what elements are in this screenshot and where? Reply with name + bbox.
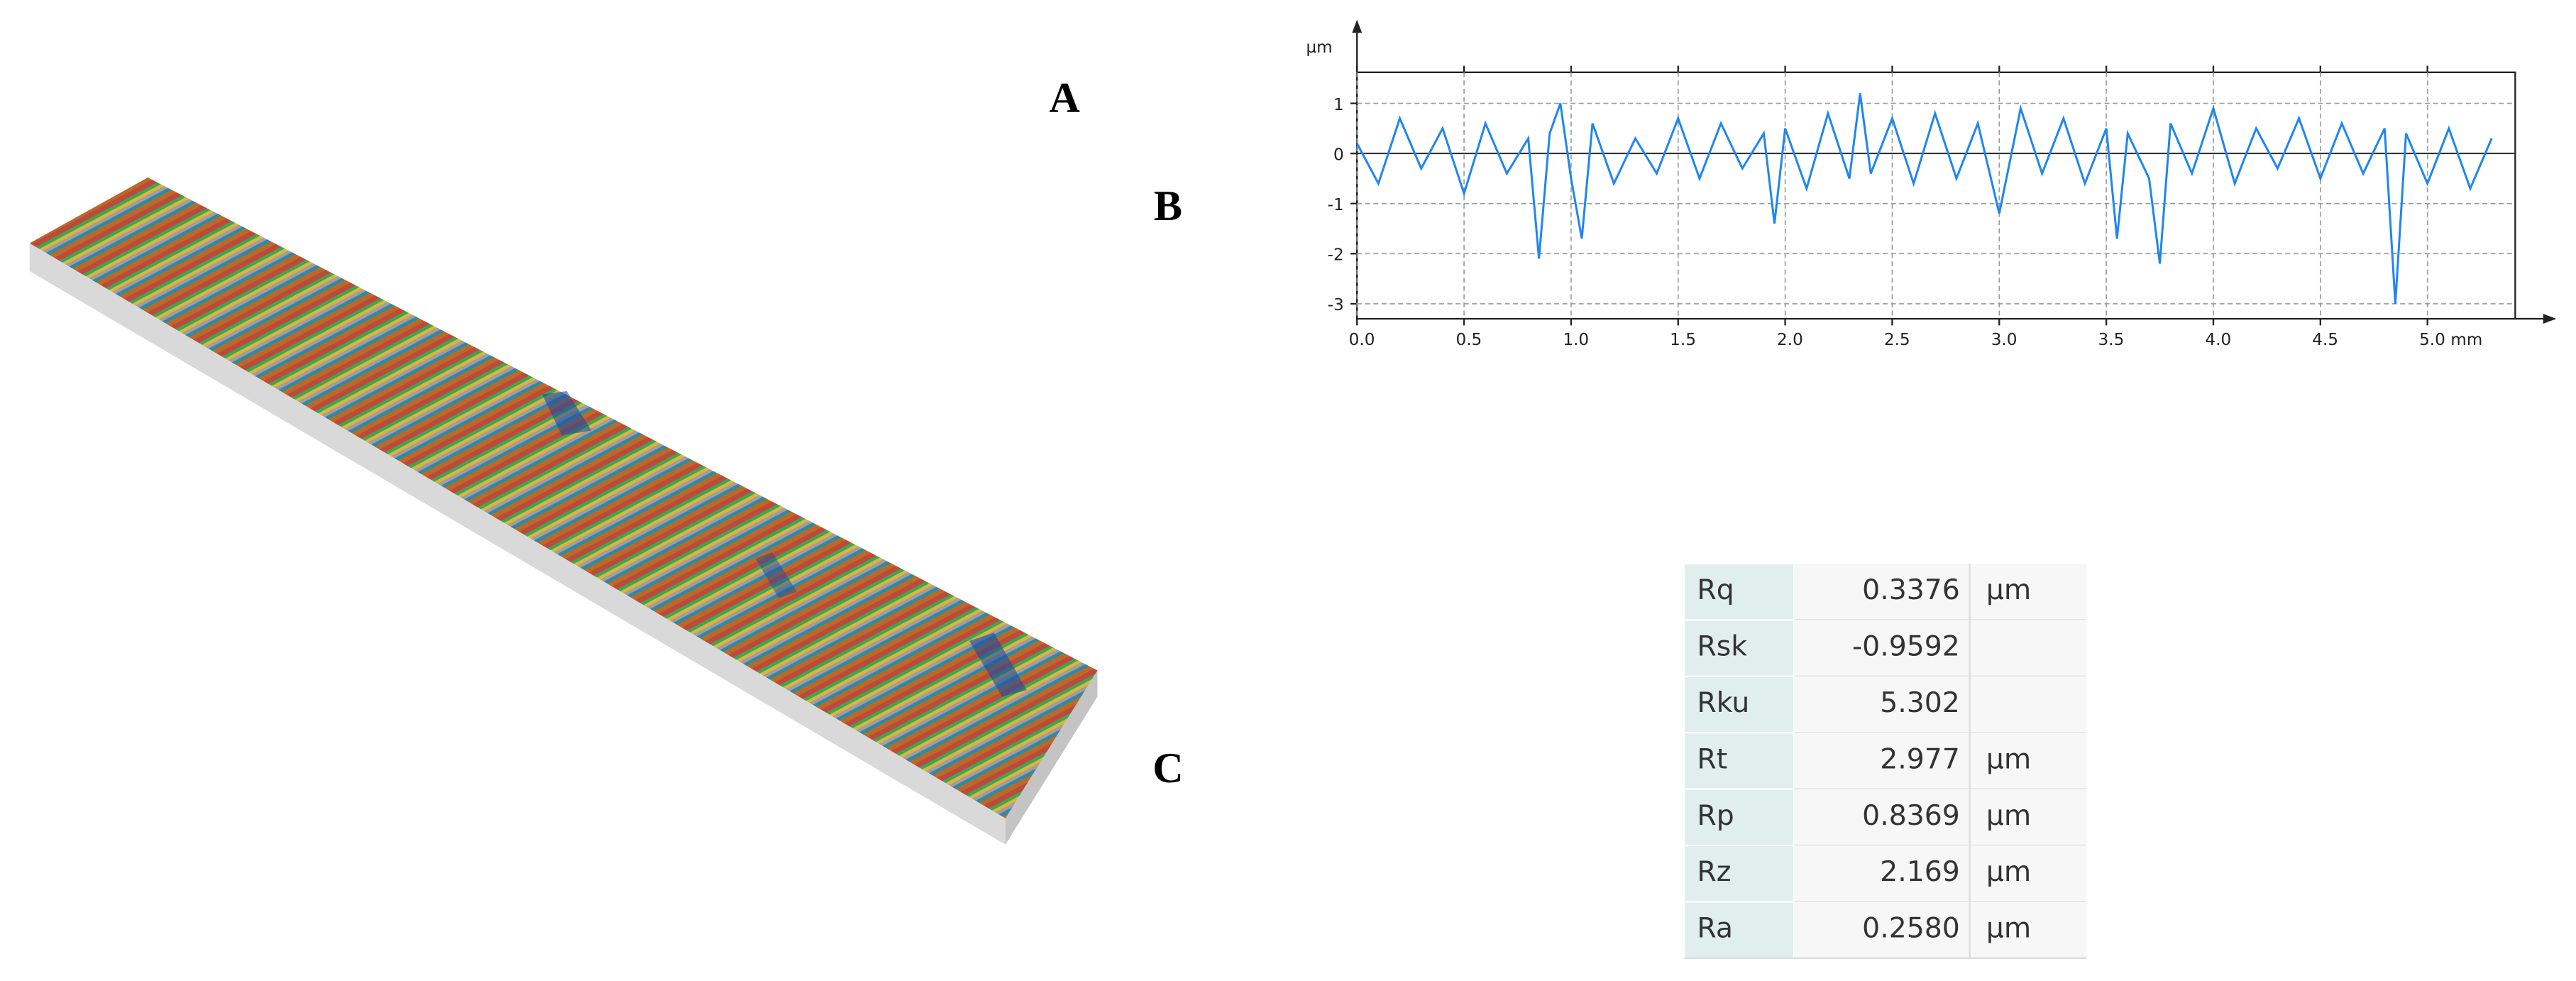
y-tick-label: -2 [1328, 246, 1344, 265]
param-value: 0.2580 [1862, 912, 1960, 945]
value-cell [1794, 620, 2087, 676]
x-tick-label: 4.0 [2205, 331, 2231, 349]
x-tick-label: 5.0 mm [2419, 331, 2482, 349]
x-tick-label: 2.5 [1884, 331, 1910, 349]
param-value: 5.302 [1880, 686, 1960, 719]
x-tick-label: 1.0 [1563, 331, 1589, 349]
param-name: Rp [1697, 799, 1734, 832]
param-value: 2.169 [1880, 855, 1960, 888]
value-cell [1794, 564, 2087, 620]
param-value: 0.8369 [1862, 799, 1960, 832]
parameter-table: Rq 0.3376 µm Rsk -0.9592 Rku 5.302 Rt 2.977 µm Rp 0… [1683, 562, 2087, 959]
y-tick-label: 0 [1333, 146, 1344, 164]
value-cell [1794, 845, 2087, 902]
param-unit: µm [1986, 574, 2031, 606]
y-tick-label: -1 [1328, 196, 1344, 214]
param-name: Rsk [1697, 630, 1747, 663]
name-cell [1683, 788, 1795, 847]
x-tick-label: 3.0 [1991, 331, 2018, 349]
x-tick-label: 0.5 [1455, 331, 1482, 349]
y-tick-label: -3 [1328, 296, 1344, 314]
param-value: 0.3376 [1862, 574, 1960, 606]
x-tick-label: 3.5 [2098, 331, 2125, 349]
x-tick-label: 0.0 [1349, 331, 1375, 349]
value-cell [1794, 733, 2087, 789]
param-unit: µm [1986, 742, 2031, 775]
arrow-head [1352, 19, 1363, 33]
value-cell [1794, 789, 2087, 846]
profile-line [1355, 93, 2493, 305]
profile-chart: µm 1 0 -1 -2 -3 0.0 0.5 1.0 1.5 2.0 2.5 3.0 3.5 4.0 4.5… [1306, 19, 2557, 349]
name-cell [1683, 675, 1795, 734]
value-cell [1794, 901, 2087, 958]
name-cell [1683, 732, 1795, 790]
arrow-head [2543, 314, 2557, 324]
param-unit: µm [1986, 855, 2031, 888]
x-tick-label: 4.5 [2312, 331, 2338, 349]
param-value: 2.977 [1880, 742, 1960, 775]
name-cell [1683, 619, 1795, 677]
panel-label: C [1152, 745, 1183, 792]
x-tick-label: 1.5 [1670, 331, 1696, 349]
param-name: Ra [1697, 912, 1733, 945]
param-unit: µm [1986, 912, 2031, 945]
name-cell [1683, 562, 1795, 621]
y-tick-label: 1 [1333, 96, 1344, 114]
plot-frame [1356, 71, 2516, 320]
name-cell [1683, 844, 1795, 903]
param-name: Rz [1697, 855, 1731, 888]
surface-3d [29, 177, 1098, 845]
param-name: Rq [1697, 574, 1734, 606]
param-unit: µm [1986, 799, 2031, 832]
panel-label: B [1154, 182, 1182, 230]
param-value: -0.9592 [1852, 630, 1960, 663]
param-name: Rku [1697, 686, 1749, 719]
y-axis-label: µm [1306, 38, 1332, 57]
panel-label: A [1049, 74, 1080, 121]
x-tick-label: 2.0 [1777, 331, 1803, 349]
param-name: Rt [1697, 742, 1727, 775]
value-cell [1794, 676, 2087, 733]
